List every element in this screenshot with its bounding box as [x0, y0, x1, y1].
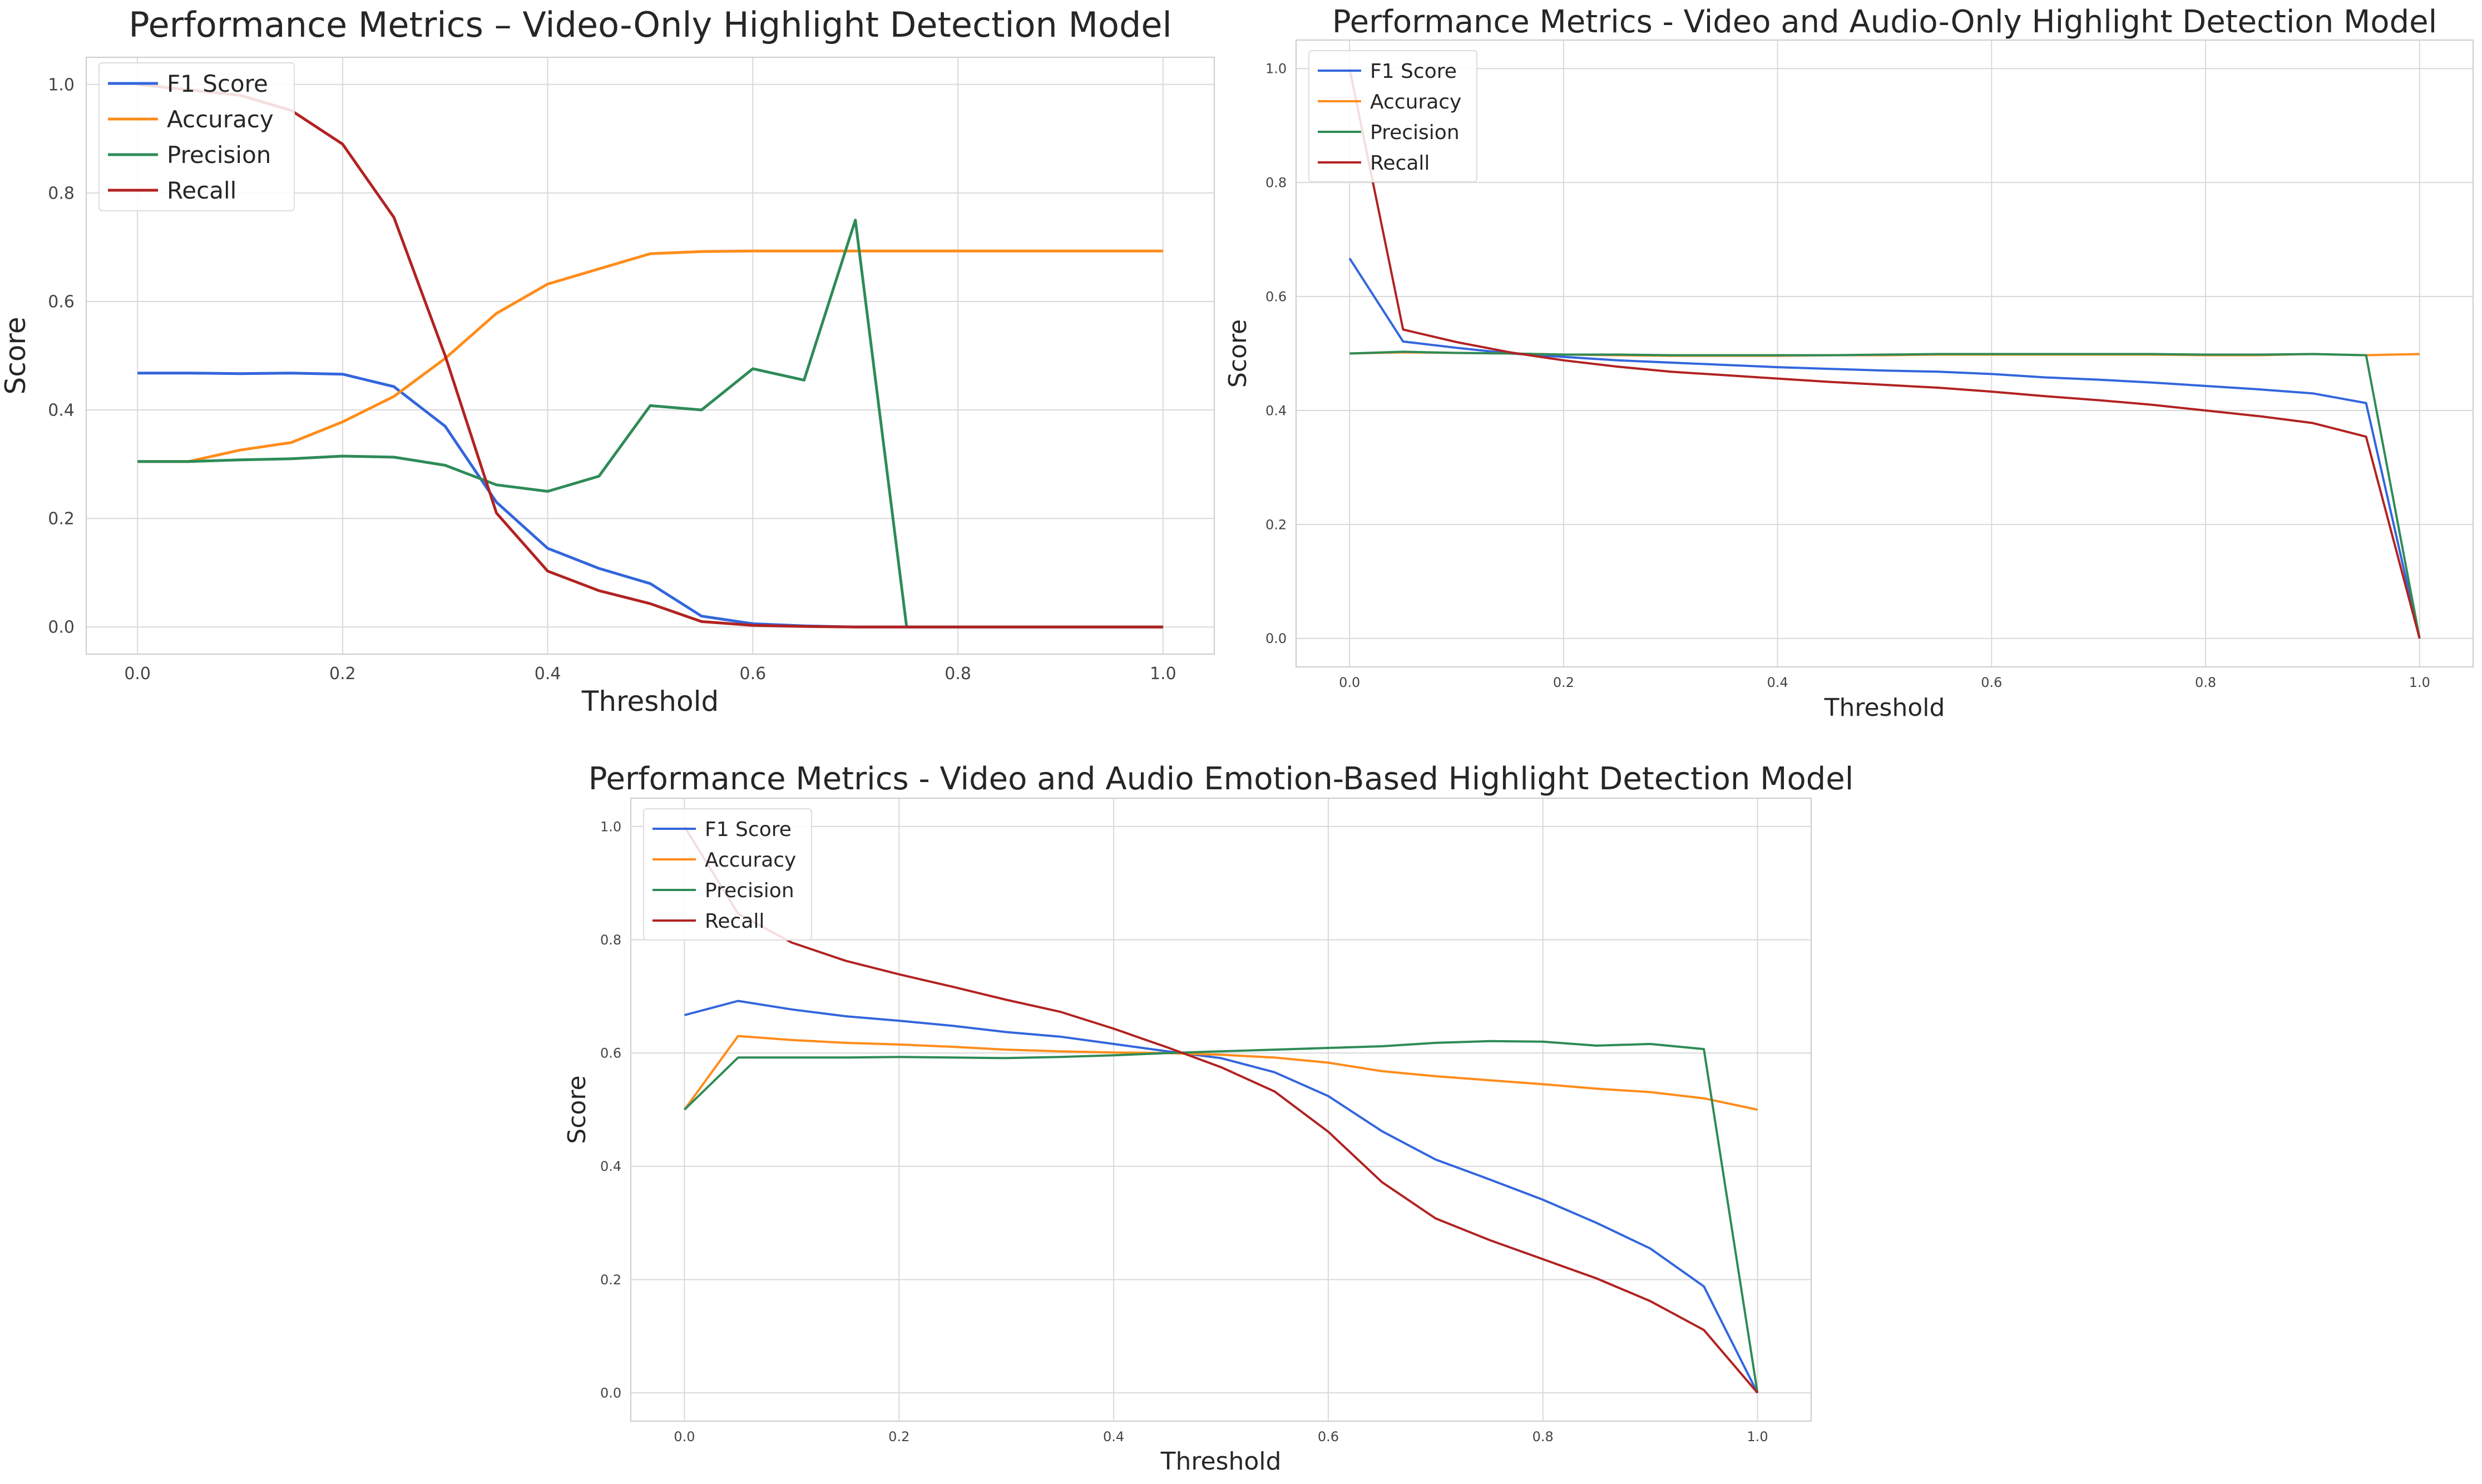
legend-label-recall: Recall [167, 177, 236, 204]
x-tick-label: 0.6 [1318, 1429, 1339, 1445]
legend-label-f1: F1 Score [705, 818, 792, 841]
x-tick-labels: 0.0 0.2 0.4 0.6 0.8 1.0 [674, 1429, 1768, 1445]
legend-label-precision: Precision [705, 879, 794, 902]
x-tick-label: 0.4 [1767, 675, 1788, 690]
series-lines [137, 83, 1163, 629]
legend-label-accuracy: Accuracy [705, 849, 796, 872]
x-tick-label: 0.0 [674, 1429, 695, 1445]
legend-label-recall: Recall [705, 910, 764, 933]
y-tick-label: 0.0 [48, 618, 75, 637]
series-lines [683, 825, 1759, 1394]
y-tick-label: 0.4 [48, 401, 75, 421]
x-tick-label: 0.6 [1981, 675, 2002, 690]
x-tick-label: 0.8 [2195, 675, 2216, 690]
y-tick-label: 0.4 [600, 1159, 621, 1174]
x-tick-label: 0.4 [1103, 1429, 1124, 1445]
series-line-f1-score [684, 1000, 1759, 1393]
x-axis-label: Threshold [581, 685, 719, 718]
x-axis-label: Threshold [1824, 694, 1945, 722]
series-line-precision [1349, 350, 2421, 639]
x-tick-label: 1.0 [1747, 1429, 1768, 1445]
y-tick-label: 1.0 [1265, 61, 1287, 77]
legend-label-precision: Precision [1370, 121, 1460, 144]
y-tick-label: 0.6 [600, 1046, 621, 1061]
legend-label-f1: F1 Score [1370, 60, 1457, 83]
y-tick-label: 0.0 [1265, 631, 1287, 646]
chart-title: Performance Metrics – Video-Only Highlig… [128, 4, 1171, 45]
grid [631, 798, 1811, 1421]
legend-label-precision: Precision [167, 141, 271, 169]
y-tick-label: 0.2 [600, 1272, 621, 1288]
plot-frame [630, 798, 1812, 1422]
legend-label-accuracy: Accuracy [167, 106, 274, 133]
series-line-recall [137, 83, 1163, 629]
series-line-accuracy [137, 249, 1163, 463]
x-tick-label: 0.2 [888, 1429, 909, 1445]
x-tick-label: 0.0 [1339, 675, 1360, 690]
x-tick-label: 0.4 [535, 664, 561, 684]
y-tick-label: 0.6 [48, 292, 75, 311]
y-axis-label: Score [563, 1075, 591, 1144]
y-axis-label: Score [1224, 319, 1252, 388]
y-tick-label: 0.8 [600, 932, 621, 948]
legend-label-accuracy: Accuracy [1370, 91, 1461, 113]
y-tick-label: 0.2 [1265, 517, 1287, 532]
plot-frame [1296, 39, 2474, 667]
x-tick-label: 0.8 [945, 664, 971, 684]
legend: F1 Score Accuracy Precision Recall [643, 808, 812, 941]
x-tick-labels: 0.0 0.2 0.4 0.6 0.8 1.0 [1339, 675, 2430, 690]
grid [1296, 40, 2473, 667]
x-tick-labels: 0.0 0.2 0.4 0.6 0.8 1.0 [124, 664, 1176, 684]
series-line-recall [1348, 68, 2421, 639]
chart-title: Performance Metrics - Video and Audio-On… [1332, 4, 2437, 40]
x-tick-label: 0.6 [740, 664, 767, 684]
y-tick-label: 0.4 [1265, 403, 1287, 418]
chart-video-only: 0.0 0.2 0.4 0.6 0.8 1.0 0.0 0.2 0.4 0.6 0.8 1.0 Pe… [0, 4, 1215, 718]
y-tick-labels: 0.0 0.2 0.4 0.6 0.8 1.0 [600, 819, 621, 1401]
plot-frame [86, 57, 1215, 655]
legend-box [643, 808, 812, 941]
chart-title: Performance Metrics - Video and Audio Em… [589, 761, 1854, 797]
y-tick-label: 1.0 [600, 819, 621, 834]
x-tick-label: 1.0 [1150, 664, 1176, 684]
legend-box [1308, 50, 1477, 182]
series-line-recall [683, 825, 1759, 1394]
x-tick-label: 0.2 [1553, 675, 1574, 690]
legend: F1 Score Accuracy Precision Recall [98, 62, 295, 211]
legend-label-f1: F1 Score [167, 70, 268, 97]
x-tick-label: 0.0 [124, 664, 151, 684]
y-tick-label: 0.8 [48, 184, 75, 203]
x-tick-label: 1.0 [2409, 675, 2430, 690]
y-axis-label: Score [0, 316, 32, 394]
legend-box [98, 62, 295, 211]
y-tick-label: 0.6 [1265, 289, 1287, 304]
series-line-accuracy [683, 1035, 1758, 1111]
y-tick-label: 0.8 [1265, 175, 1287, 191]
x-tick-label: 0.8 [1532, 1429, 1554, 1445]
y-tick-label: 1.0 [48, 75, 75, 95]
y-tick-label: 0.2 [48, 509, 75, 529]
series-line-precision [684, 1040, 1759, 1393]
series-lines [1348, 68, 2421, 639]
y-tick-label: 0.0 [600, 1385, 621, 1401]
chart-video-audio-only: 0.0 0.2 0.4 0.6 0.8 1.0 0.0 0.2 0.4 0.6 0.8 1.0 Pe… [1224, 4, 2474, 722]
x-axis-label: Threshold [1160, 1447, 1282, 1476]
chart-emotion-based: 0.0 0.2 0.4 0.6 0.8 1.0 0.0 0.2 0.4 0.6 0.8 1.0 Pe… [563, 761, 1853, 1476]
x-tick-label: 0.2 [329, 664, 356, 684]
y-tick-labels: 0.0 0.2 0.4 0.6 0.8 1.0 [1265, 61, 1287, 647]
y-tick-labels: 0.0 0.2 0.4 0.6 0.8 1.0 [48, 75, 75, 637]
legend-label-recall: Recall [1370, 152, 1430, 175]
legend: F1 Score Accuracy Precision Recall [1308, 50, 1477, 182]
